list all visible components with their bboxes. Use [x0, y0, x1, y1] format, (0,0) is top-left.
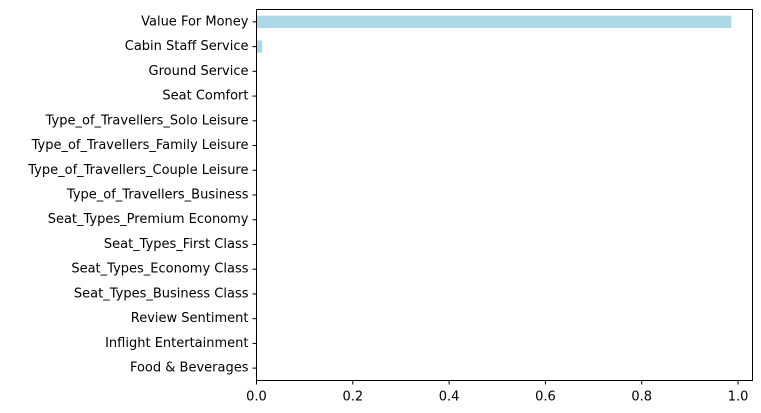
y-tick-label: Type_of_Travellers_Business [66, 188, 249, 203]
y-tick-label: Value For Money [141, 14, 249, 29]
x-tick-label: 0.0 [246, 390, 267, 405]
y-tick-label: Inflight Entertainment [105, 336, 248, 351]
y-tick-label: Cabin Staff Service [125, 39, 249, 54]
y-tick-label: Ground Service [149, 64, 249, 79]
bar [256, 15, 732, 29]
x-tick-label: 0.4 [439, 390, 460, 405]
plot-frame [256, 9, 753, 381]
y-tick-label: Type_of_Travellers_Couple Leisure [27, 163, 248, 178]
x-axis-ticks: 0.0 0.2 0.4 0.6 0.8 1.0 [246, 380, 749, 405]
y-tick-label: Seat_Types_First Class [104, 237, 249, 252]
y-axis-ticks: Value For Money Cabin Staff Service Ground… [27, 14, 257, 376]
y-tick-label: Food & Beverages [130, 361, 249, 376]
y-tick-label: Seat_Types_Premium Economy [48, 212, 249, 227]
x-tick-label: 0.2 [342, 390, 363, 405]
x-tick-label: 1.0 [728, 390, 749, 405]
y-tick-label: Type_of_Travellers_Solo Leisure [45, 113, 249, 128]
x-tick-label: 0.6 [535, 390, 556, 405]
y-tick-label: Seat_Types_Business Class [74, 286, 249, 301]
bar [256, 40, 263, 53]
y-tick-label: Type_of_Travellers_Family Leisure [31, 138, 249, 153]
y-tick-label: Seat Comfort [162, 89, 248, 104]
y-tick-label: Review Sentiment [131, 311, 249, 326]
x-tick-label: 0.8 [631, 390, 652, 405]
bars-group [256, 15, 732, 53]
y-tick-label: Seat_Types_Economy Class [71, 262, 248, 277]
